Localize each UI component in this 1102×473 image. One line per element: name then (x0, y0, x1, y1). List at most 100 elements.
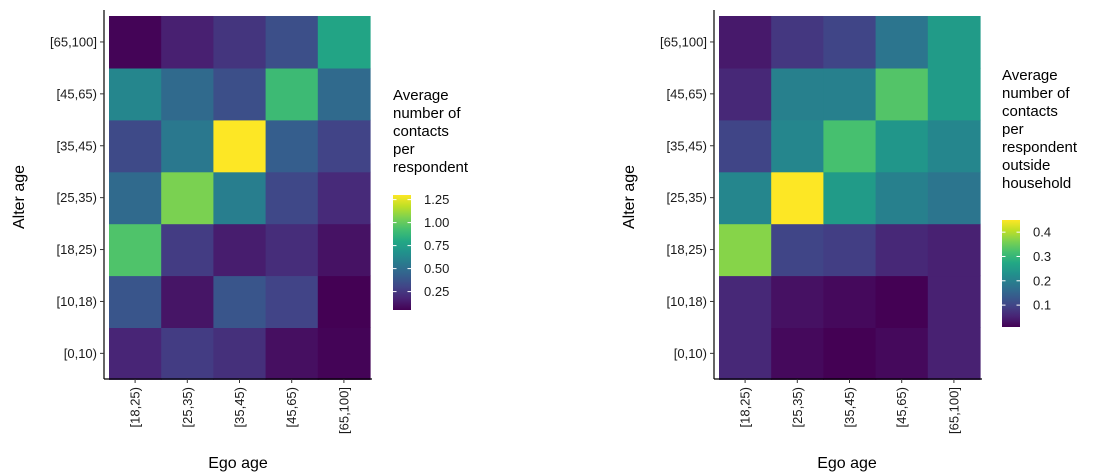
y-axis-title: Alter age (11, 165, 28, 229)
heatmap-cell (109, 327, 162, 380)
legend-colorbar (1002, 220, 1020, 327)
y-tick-label: [25,35) (667, 190, 707, 205)
y-tick-label: [45,65) (57, 86, 97, 101)
heatmap-cell (109, 171, 162, 225)
legend-title: Average number of contacts per respondent out… (1002, 67, 1078, 192)
heatmap-cell (719, 119, 772, 173)
legend-tick-label: 0.75 (424, 238, 449, 253)
legend-tick-label: 0.1 (1033, 298, 1051, 313)
heatmap-cell (317, 223, 371, 277)
heatmap-cell (265, 67, 319, 121)
legend-tick-label: 0.2 (1033, 273, 1051, 288)
legend-tick-label: 1.00 (424, 215, 449, 230)
heatmap-cell (823, 327, 877, 380)
y-tick-label: [45,65) (667, 86, 707, 101)
heatmap-cell (265, 275, 319, 328)
y-tick-label: [35,45) (667, 138, 707, 153)
x-tick-label: [35,45) (232, 387, 247, 427)
heatmap-cell (771, 327, 824, 380)
heatmap-cell (265, 327, 319, 380)
heatmap-cell (823, 275, 877, 328)
x-tick-label: [45,65) (894, 387, 909, 427)
heatmap-cell (927, 223, 981, 277)
heatmap-cell (161, 119, 214, 173)
heatmap-cell (823, 119, 877, 173)
heatmap-cell (875, 275, 929, 328)
heatmap-cell (927, 327, 981, 380)
heatmap-cell (161, 171, 214, 225)
heatmap-cell (927, 67, 981, 121)
x-axis-title: Ego age (208, 455, 268, 472)
heatmap-cell (875, 327, 929, 380)
legend-title-line: number of (1002, 85, 1070, 102)
heatmap-cell (213, 171, 267, 225)
heatmap-cell (875, 171, 929, 225)
legend-tick-label: 0.4 (1033, 225, 1051, 240)
heatmap-cell (317, 171, 371, 225)
legend-title-line: per (393, 141, 415, 158)
heatmap-cell (875, 16, 929, 69)
heatmap-cell (823, 223, 877, 277)
heatmap-cell (719, 171, 772, 225)
heatmap-cell (317, 275, 371, 328)
heatmap-cell (719, 16, 772, 69)
x-tick-label: [25,35) (790, 387, 805, 427)
y-tick-label: [25,35) (57, 190, 97, 205)
legend-title-line: respondent (393, 159, 469, 176)
heatmap-cell (213, 275, 267, 328)
y-tick-label: [10,18) (57, 294, 97, 309)
legend-tick-label: 0.3 (1033, 249, 1051, 264)
heatmap-cell (771, 16, 824, 69)
heatmap-cell (927, 16, 981, 69)
heatmap-cell (875, 223, 929, 277)
y-tick-label: [0,10) (674, 346, 707, 361)
y-tick-label: [35,45) (57, 138, 97, 153)
x-tick-label: [65,100] (336, 387, 351, 434)
heatmap-cell (875, 67, 929, 121)
heatmap-cell (213, 67, 267, 121)
legend-colorbar (393, 195, 411, 310)
legend-title-line: Average (393, 87, 449, 104)
x-tick-label: [25,35) (180, 387, 195, 427)
heatmap-cell (265, 171, 319, 225)
y-tick-label: [0,10) (64, 346, 97, 361)
heatmap-cell (213, 16, 267, 69)
y-tick-label: [65,100] (660, 34, 707, 49)
heatmap-cell (161, 275, 214, 328)
legend-tick-label: 1.25 (424, 192, 449, 207)
x-tick-label: [65,100] (946, 387, 961, 434)
legend-title-line: outside (1002, 157, 1050, 174)
x-tick-label: [45,65) (284, 387, 299, 427)
heatmap-cell (109, 67, 162, 121)
legend-title-line: contacts (1002, 103, 1058, 120)
heatmap-cell (213, 119, 267, 173)
heatmap-cell (927, 275, 981, 328)
heatmap-cell (213, 223, 267, 277)
x-axis-title: Ego age (817, 455, 877, 472)
legend-title-line: contacts (393, 123, 449, 140)
heatmap-cell (109, 275, 162, 328)
y-tick-label: [18,25) (667, 242, 707, 257)
heatmap-cell (317, 119, 371, 173)
heatmap-cell (823, 16, 877, 69)
heatmap-cell (265, 119, 319, 173)
heatmap-cell (213, 327, 267, 380)
heatmap-cell (109, 223, 162, 277)
heatmap-cell (771, 67, 824, 121)
heatmap-cell (875, 119, 929, 173)
heatmap-cell (109, 16, 162, 69)
x-tick-label: [35,45) (842, 387, 857, 427)
heatmap-cell (161, 16, 214, 69)
heatmap-panel-1: [0,10) [10,18) [18,25) [25,35) [35,45) [45,65… (11, 10, 469, 472)
heatmap-cell (823, 171, 877, 225)
heatmap-cell (771, 223, 824, 277)
heatmap-cell (161, 223, 214, 277)
heatmap-cell (771, 275, 824, 328)
x-tick-label: [18,25) (738, 387, 753, 427)
heatmap-cell (719, 275, 772, 328)
x-tick-label: [18,25) (128, 387, 143, 427)
y-tick-label: [65,100] (50, 34, 97, 49)
heatmap-cell (927, 171, 981, 225)
legend-tick-label: 0.25 (424, 284, 449, 299)
